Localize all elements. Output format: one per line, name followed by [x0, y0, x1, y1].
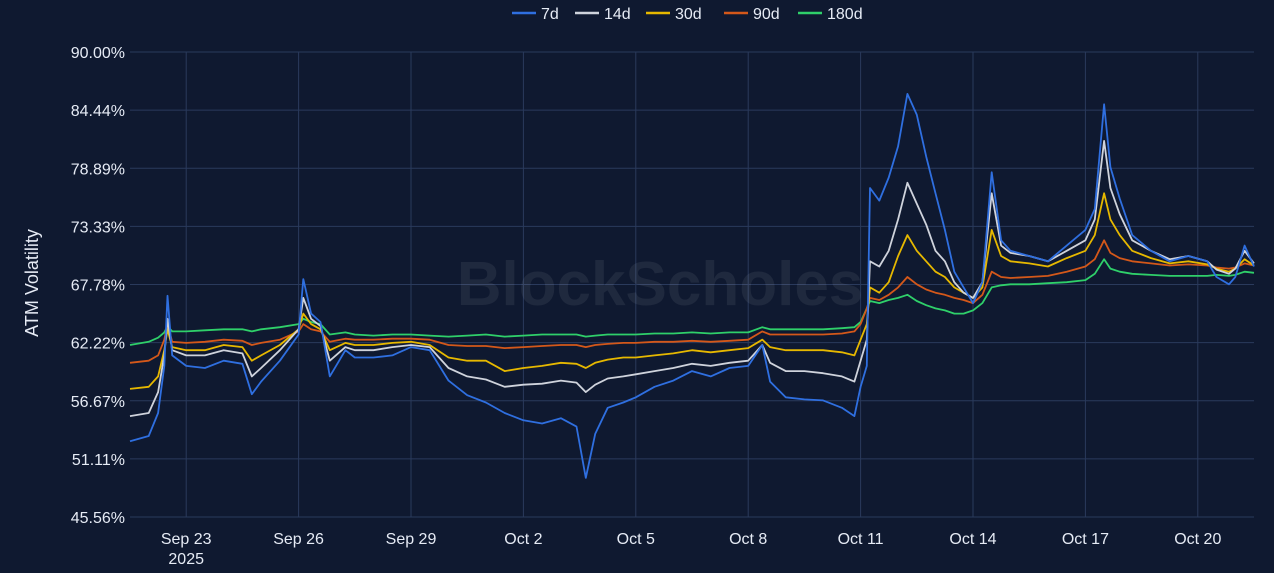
y-axis: 90.00% 84.44% 78.89% 73.33% 67.78% 62.22% 56.6… [71, 45, 125, 527]
x-tick-label: Oct 2 [504, 531, 542, 548]
series-line-180d [129, 258, 1255, 346]
y-tick-label: 56.67% [71, 394, 125, 411]
legend-label: 180d [827, 6, 863, 23]
series-line-7d [129, 93, 1255, 479]
y-tick-label: 90.00% [71, 45, 125, 62]
x-axis: Sep 23 2025 Sep 26 Sep 29 Oct 2 Oct 5 Oct 8 Oct… [161, 531, 1222, 568]
series-lines [129, 93, 1255, 479]
y-tick-label: 51.11% [72, 452, 125, 469]
legend-item-14d[interactable]: 14d [575, 6, 631, 23]
series-line-90d [129, 239, 1255, 364]
legend-item-30d[interactable]: 30d [646, 6, 702, 23]
x-tick-label: Oct 14 [949, 531, 996, 548]
legend-item-90d[interactable]: 90d [724, 6, 780, 23]
x-tick-label: Oct 5 [617, 531, 655, 548]
x-tick-label: Oct 11 [838, 531, 884, 548]
x-tick-label: Sep 29 [386, 531, 437, 548]
legend-item-180d[interactable]: 180d [798, 6, 863, 23]
legend-label: 30d [675, 6, 702, 23]
y-tick-label: 45.56% [71, 510, 125, 527]
legend: 7d 14d 30d 90d 180d [512, 6, 863, 23]
x-tick-year-label: 2025 [168, 551, 204, 568]
watermark-text: BlockScholes [457, 250, 864, 319]
y-tick-label: 73.33% [71, 219, 125, 236]
series-line-14d [129, 140, 1255, 417]
grid-lines [130, 51, 1254, 518]
legend-label: 14d [604, 6, 631, 23]
y-tick-label: 67.78% [71, 278, 125, 295]
y-tick-label: 84.44% [71, 103, 125, 120]
x-tick-label: Sep 26 [273, 531, 324, 548]
y-tick-label: 62.22% [71, 336, 125, 353]
x-tick-label: Oct 8 [729, 531, 767, 548]
series-line-30d [129, 192, 1255, 390]
legend-label: 7d [541, 6, 559, 23]
x-tick-label: Oct 17 [1062, 531, 1109, 548]
y-axis-title: ATM Volatility [22, 229, 42, 337]
y-tick-label: 78.89% [71, 161, 125, 178]
x-tick-label: Oct 20 [1174, 531, 1221, 548]
legend-item-7d[interactable]: 7d [512, 6, 559, 23]
legend-label: 90d [753, 6, 780, 23]
x-tick-label: Sep 23 [161, 531, 212, 548]
